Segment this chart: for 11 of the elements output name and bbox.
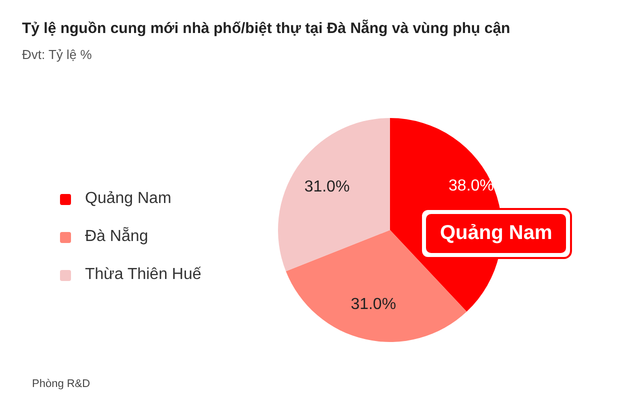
legend-label: Quảng Nam (85, 190, 172, 208)
chart-subtitle: Đvt: Tỷ lệ % (22, 47, 92, 62)
data-label: 31.0% (350, 296, 396, 313)
data-label: 38.0% (448, 177, 494, 194)
data-label: 31.0% (304, 178, 350, 196)
legend-label: Thừa Thiên Huế (85, 266, 202, 284)
text: Quảng Nam (426, 214, 566, 253)
pie-slice (278, 118, 390, 272)
legend-label: Đà Nẵng (85, 228, 148, 246)
chart-title: Tỷ lệ nguồn cung mới nhà phố/biệt thự tại Đà Nẵng và vùng phụ cận (22, 20, 510, 37)
text: Phòng R&D (32, 378, 90, 390)
